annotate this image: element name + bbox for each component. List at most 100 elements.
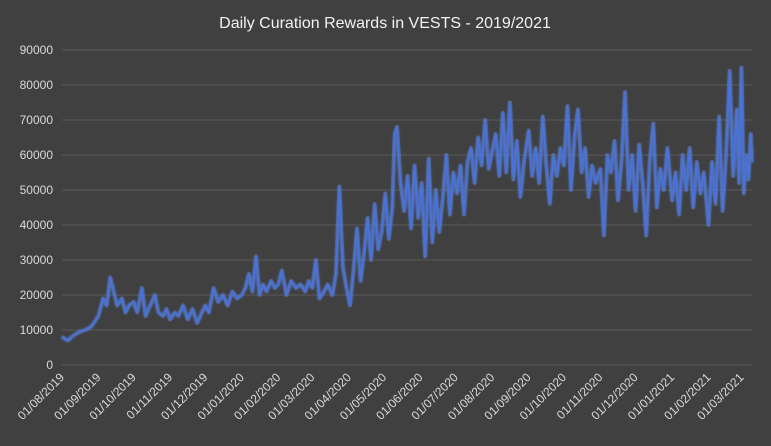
data-point [154,294,156,296]
data-point [610,171,612,174]
data-point [61,336,63,338]
data-point [751,161,753,163]
data-point [363,252,365,254]
data-point [331,294,334,296]
data-point [599,168,602,170]
data-point [149,304,151,307]
data-point [251,290,254,293]
y-tick-label: 90000 [20,43,54,57]
data-point [255,255,257,258]
data-point [435,189,437,191]
y-tick-label: 20000 [20,288,54,302]
data-point [491,150,494,153]
data-point [391,206,394,209]
y-tick-label: 50000 [20,183,54,197]
data-point [431,241,434,244]
y-tick-label: 60000 [20,148,54,162]
y-tick-label: 80000 [20,78,54,92]
data-point [556,175,558,177]
data-point [674,171,677,174]
data-point [703,171,705,174]
data-point [656,206,658,209]
data-point [502,112,504,114]
data-point [735,108,738,111]
data-point [162,315,164,317]
data-point [519,196,522,198]
data-point [222,294,224,296]
data-point [427,157,430,160]
data-point [678,213,680,216]
data-point [470,147,472,149]
data-point [295,287,297,289]
data-point [274,287,276,289]
data-point [534,147,537,149]
data-point [573,136,576,139]
data-point [128,304,130,307]
data-point [141,287,143,289]
data-point [217,301,220,303]
data-point [191,308,194,310]
data-point [356,227,358,230]
data-point [67,339,69,342]
data-point [182,304,184,307]
data-point [516,140,518,142]
data-point [718,115,720,118]
data-point [652,122,655,125]
data-point [696,161,698,163]
data-point [666,147,669,149]
data-point [549,203,551,205]
data-point [410,227,412,230]
data-point [187,318,189,321]
data-point [477,136,479,139]
data-point [304,290,307,293]
data-point [456,192,458,195]
data-point [136,311,138,314]
data-point [241,294,243,296]
data-point [577,108,579,111]
data-point [318,297,321,300]
data-point [738,182,740,184]
data-point [388,238,390,240]
data-point [681,154,684,156]
x-axis-ticks: 01/08/201901/09/201901/10/201901/11/2019… [15,370,747,423]
data-point [484,119,487,121]
data-point [563,164,565,167]
data-point [132,301,135,303]
data-point [531,175,533,177]
data-point [606,154,609,156]
data-point [552,154,555,156]
data-point [740,66,743,69]
data-point [699,192,702,195]
data-point [494,133,497,135]
data-point [594,182,597,184]
data-point [342,266,344,268]
data-point [377,248,380,251]
data-point [265,290,268,293]
data-point [750,133,752,135]
data-point [566,105,569,107]
data-point [109,276,111,279]
data-point [523,161,525,163]
data-point [311,287,314,289]
data-point [121,297,123,300]
data-point [728,70,731,72]
data-point [584,147,586,149]
data-point [627,189,630,191]
data-point [169,318,171,321]
series-layer [60,65,754,343]
data-point [613,140,616,142]
data-point [417,217,420,219]
data-point [688,147,691,149]
data-point [326,283,329,286]
data-point [112,290,115,293]
data-point [671,199,673,202]
data-point [692,206,694,209]
data-point [442,196,444,198]
data-point [438,231,441,233]
data-point [345,287,348,289]
data-point [634,210,637,212]
data-point [659,168,662,170]
data-point [406,175,409,177]
y-tick-label: 30000 [20,253,54,267]
data-point [102,297,104,300]
